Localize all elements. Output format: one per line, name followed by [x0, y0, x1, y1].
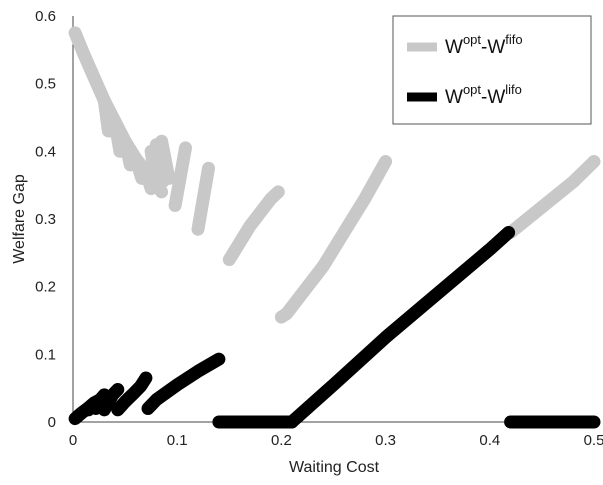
series-fifo-segment — [108, 114, 127, 158]
x-axis-label: Waiting Cost — [289, 459, 380, 476]
series-fifo-segment — [118, 134, 137, 172]
series-fifo-segment — [274, 155, 393, 324]
legend: Wopt-Wfifo Wopt-Wlifo — [392, 15, 592, 125]
series-fifo-segment — [97, 94, 115, 138]
series-fifo — [68, 26, 601, 324]
series-fifo-segment — [504, 155, 601, 239]
series-lifo-segment — [97, 383, 125, 417]
y-tick-label: 0 — [48, 414, 56, 431]
series-lifo-segment — [111, 371, 153, 417]
x-tick-label: 0.3 — [375, 432, 396, 449]
y-tick-label: 0.4 — [35, 143, 56, 160]
plot-area — [68, 26, 601, 429]
y-tick-label: 0.3 — [35, 211, 56, 228]
legend-box — [392, 15, 592, 125]
series-lifo-segment — [285, 226, 516, 429]
y-tick-labels: 0 0.1 0.2 0.3 0.4 0.5 0.6 — [35, 8, 56, 431]
series-fifo-segment — [168, 141, 192, 212]
series-fifo-segment — [155, 134, 176, 185]
series-fifo-segment — [191, 161, 215, 236]
series-lifo-segment — [141, 352, 226, 415]
series-lifo — [68, 226, 601, 429]
y-axis-label: Welfare Gap — [11, 174, 28, 264]
y-tick-label: 0.2 — [35, 279, 56, 296]
x-tick-label: 0.2 — [271, 432, 292, 449]
x-tick-labels: 0 0.1 0.2 0.3 0.4 0.5 — [69, 432, 603, 449]
x-tick-label: 0.1 — [167, 432, 188, 449]
x-tick-label: 0 — [69, 432, 77, 449]
y-tick-label: 0.6 — [35, 8, 56, 25]
y-tick-label: 0.5 — [35, 76, 56, 93]
x-tick-label: 0.4 — [479, 432, 500, 449]
legend-label-lifo: Wopt-Wlifo — [445, 82, 522, 108]
legend-label-fifo: Wopt-Wfifo — [445, 32, 523, 58]
y-tick-label: 0.1 — [35, 346, 56, 363]
x-tick-label: 0.5 — [584, 432, 603, 449]
series-fifo-segment — [222, 185, 285, 267]
